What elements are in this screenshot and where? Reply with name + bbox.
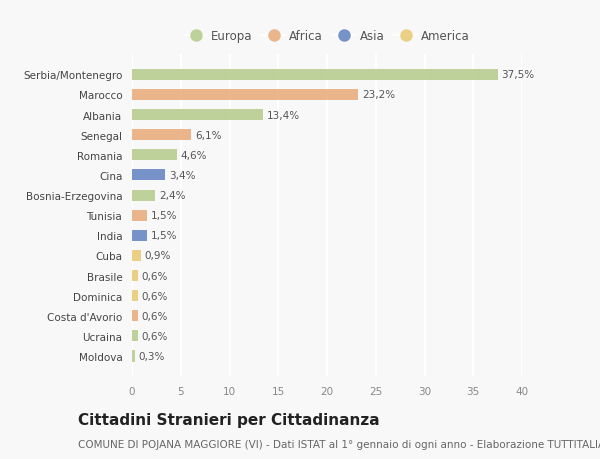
Bar [132, 210, 146, 221]
Bar [132, 250, 141, 262]
Text: 0,9%: 0,9% [145, 251, 171, 261]
Bar [132, 230, 146, 241]
Bar [132, 110, 263, 121]
Text: 0,6%: 0,6% [142, 331, 168, 341]
Text: 0,6%: 0,6% [142, 291, 168, 301]
Bar [132, 291, 138, 302]
Text: COMUNE DI POJANA MAGGIORE (VI) - Dati ISTAT al 1° gennaio di ogni anno - Elabora: COMUNE DI POJANA MAGGIORE (VI) - Dati IS… [78, 440, 600, 449]
Bar [132, 170, 165, 181]
Text: 0,6%: 0,6% [142, 271, 168, 281]
Bar [132, 90, 358, 101]
Bar [132, 70, 497, 81]
Bar [132, 311, 138, 322]
Bar [132, 190, 155, 201]
Legend: Europa, Africa, Asia, America: Europa, Africa, Asia, America [179, 26, 475, 48]
Text: 1,5%: 1,5% [151, 231, 177, 241]
Bar [132, 330, 138, 341]
Text: 37,5%: 37,5% [502, 70, 535, 80]
Text: 23,2%: 23,2% [362, 90, 395, 100]
Bar [132, 270, 138, 281]
Text: 6,1%: 6,1% [196, 130, 222, 140]
Text: 0,6%: 0,6% [142, 311, 168, 321]
Text: 13,4%: 13,4% [266, 110, 299, 120]
Text: 0,3%: 0,3% [139, 351, 165, 361]
Text: 3,4%: 3,4% [169, 171, 196, 180]
Text: 2,4%: 2,4% [160, 190, 186, 201]
Bar [132, 351, 135, 362]
Text: Cittadini Stranieri per Cittadinanza: Cittadini Stranieri per Cittadinanza [78, 413, 380, 428]
Text: 1,5%: 1,5% [151, 211, 177, 221]
Bar [132, 130, 191, 141]
Text: 4,6%: 4,6% [181, 151, 207, 161]
Bar [132, 150, 177, 161]
